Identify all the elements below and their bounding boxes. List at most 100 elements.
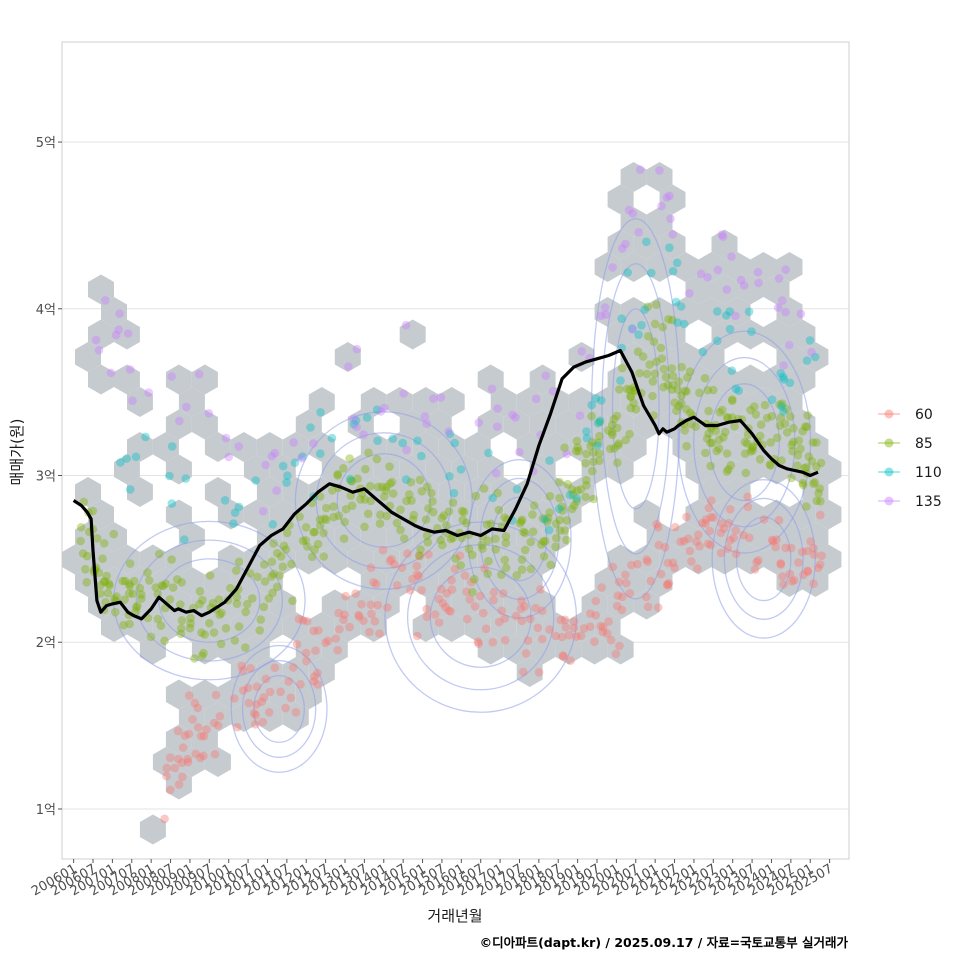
data-point-135 [531,394,541,404]
data-point-85 [428,497,437,506]
data-point-135 [422,419,432,429]
data-point-60 [598,627,608,637]
legend-item-60[interactable]: 60 [878,407,933,423]
data-point-60 [367,609,376,619]
data-point-60 [357,600,366,609]
hexbin-cell [763,454,790,485]
data-point-85 [667,364,677,373]
data-point-85 [195,587,205,596]
data-point-60 [717,519,726,528]
data-point-85 [366,496,376,506]
density-contour [294,411,473,590]
data-point-85 [364,448,373,458]
data-point-60 [414,572,424,581]
data-point-60 [467,577,476,587]
hexbin-cell [672,387,699,417]
data-point-135 [204,409,214,418]
data-point-85 [574,446,583,456]
hexbin-cell [204,747,231,777]
data-point-135 [474,418,484,428]
hexbin-cell [178,612,205,642]
data-point-60 [488,637,498,647]
data-point-85 [197,651,207,661]
legend[interactable]: 60 85 110 135 [878,407,942,510]
trend-line [72,348,819,621]
data-point-60 [323,636,333,646]
data-point-85 [706,438,715,448]
hexbin-cell [568,387,595,417]
hexbin-cell [685,364,712,395]
data-point-110 [640,305,649,315]
data-point-85 [137,594,146,603]
data-point-85 [151,583,161,592]
data-point-85 [268,588,277,598]
data-point-85 [298,536,308,546]
data-point-85 [589,448,598,457]
hexbin-cell [101,612,127,642]
legend-item-85[interactable]: 85 [878,436,933,452]
data-point-135 [608,263,617,272]
hexbin-cell [347,499,374,530]
data-point-110 [512,485,522,494]
data-point-110 [680,319,689,329]
hexbin-cell [256,432,283,462]
data-point-85 [468,550,477,560]
data-point-135 [703,273,712,282]
data-point-110 [398,438,408,448]
data-point-85 [650,319,660,329]
data-point-85 [613,458,622,468]
data-point-85 [816,458,826,468]
data-point-60 [251,720,260,729]
hexbin-cell [620,162,647,192]
data-point-85 [650,369,660,379]
hexbin-cell [127,477,153,507]
data-point-85 [677,391,686,401]
data-point-60 [656,569,666,579]
data-point-60 [354,612,364,621]
data-point-60 [191,749,201,759]
data-point-85 [334,511,344,520]
legend-item-110[interactable]: 110 [878,465,942,481]
data-point-85 [470,574,479,584]
data-point-85 [200,630,209,639]
data-point-60 [622,578,631,588]
data-point-60 [559,652,568,661]
data-point-60 [270,663,280,672]
data-point-85 [755,455,765,464]
data-point-85 [815,484,824,493]
data-point-85 [360,522,369,532]
data-point-85 [807,456,817,466]
data-point-85 [595,417,604,427]
data-point-85 [421,515,431,524]
data-point-85 [786,412,795,421]
data-point-85 [457,506,467,516]
data-point-135 [289,438,298,447]
data-point-110 [251,476,260,485]
data-point-60 [618,592,627,602]
data-point-85 [609,414,619,424]
data-point-85 [186,619,195,628]
data-point-85 [658,322,667,332]
data-point-110 [131,452,141,462]
data-point-85 [273,548,282,558]
data-point-60 [776,560,786,569]
data-point-110 [298,452,307,461]
data-point-85 [793,450,803,460]
data-point-110 [698,347,708,357]
data-point-85 [673,385,683,395]
data-point-85 [501,538,511,548]
hexbin-cell [308,432,335,462]
data-point-135 [718,232,728,241]
data-point-85 [301,523,311,532]
hexbin-cell [685,544,712,575]
data-point-60 [598,622,608,632]
legend-item-135[interactable]: 135 [878,494,942,510]
data-point-60 [209,718,219,728]
data-point-85 [377,482,387,492]
data-point-85 [796,444,805,454]
data-point-85 [333,469,343,479]
data-point-85 [226,583,235,593]
hexbin-cell [750,387,777,417]
data-point-60 [455,551,465,560]
hexbin-cell [516,387,543,417]
